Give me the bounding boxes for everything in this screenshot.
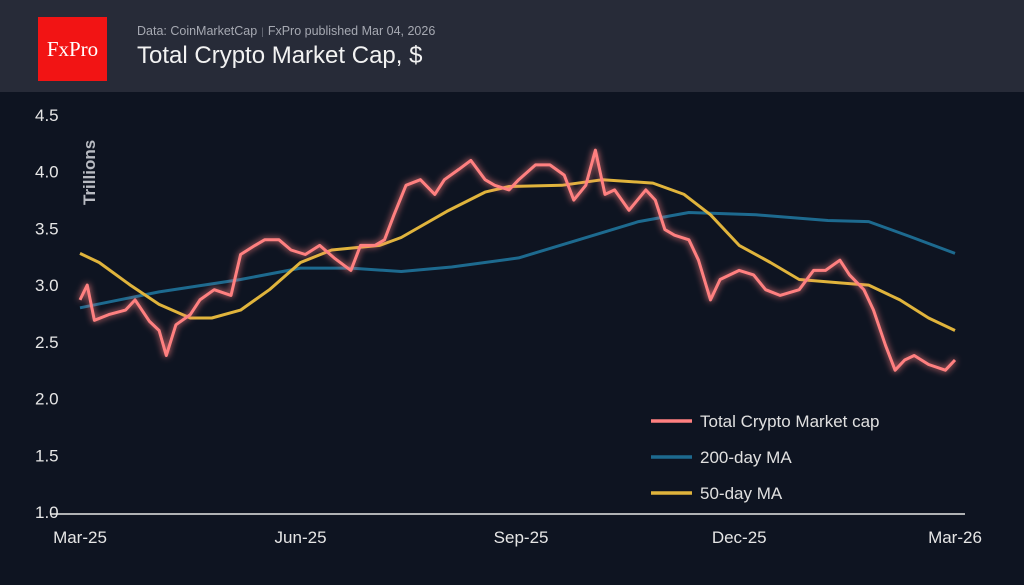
y-tick-label: 4.0: [35, 163, 59, 182]
series-line-200-day-ma: [79, 211, 956, 310]
y-tick-label: 2.5: [35, 333, 59, 352]
legend-label: 200-day MA: [700, 448, 792, 467]
source-line: Data: CoinMarketCap | FxPro published Mar …: [137, 24, 435, 38]
chart-title: Total Crypto Market Cap, $: [137, 42, 423, 69]
x-tick-label: Mar-26: [928, 528, 982, 547]
published-date: FxPro published Mar 04, 2026: [267, 24, 436, 38]
series-line-50-day-ma: [79, 178, 956, 332]
fxpro-logo: FxPro: [38, 17, 107, 81]
header: FxPro Data: CoinMarketCap | FxPro publishe…: [0, 0, 1024, 92]
series-line-total-crypto-market-cap: [78, 148, 957, 372]
y-tick-label: 3.5: [35, 219, 59, 238]
legend-label: Total Crypto Market cap: [700, 412, 880, 431]
y-tick-label: 2.0: [35, 390, 59, 409]
y-tick-label: 4.5: [35, 106, 59, 125]
y-tick-label: 1.5: [35, 446, 59, 465]
y-tick-label: 3.0: [35, 276, 59, 295]
separator: |: [261, 27, 264, 38]
y-tick-label: 1.0: [35, 503, 59, 522]
x-tick-label: Dec-25: [712, 528, 767, 547]
x-tick-label: Sep-25: [494, 528, 549, 547]
x-tick-label: Mar-25: [53, 528, 107, 547]
data-source: Data: CoinMarketCap: [137, 24, 258, 38]
legend-label: 50-day MA: [700, 484, 783, 503]
x-tick-label: Jun-25: [275, 528, 327, 547]
y-axis-label: Trillions: [80, 140, 99, 205]
